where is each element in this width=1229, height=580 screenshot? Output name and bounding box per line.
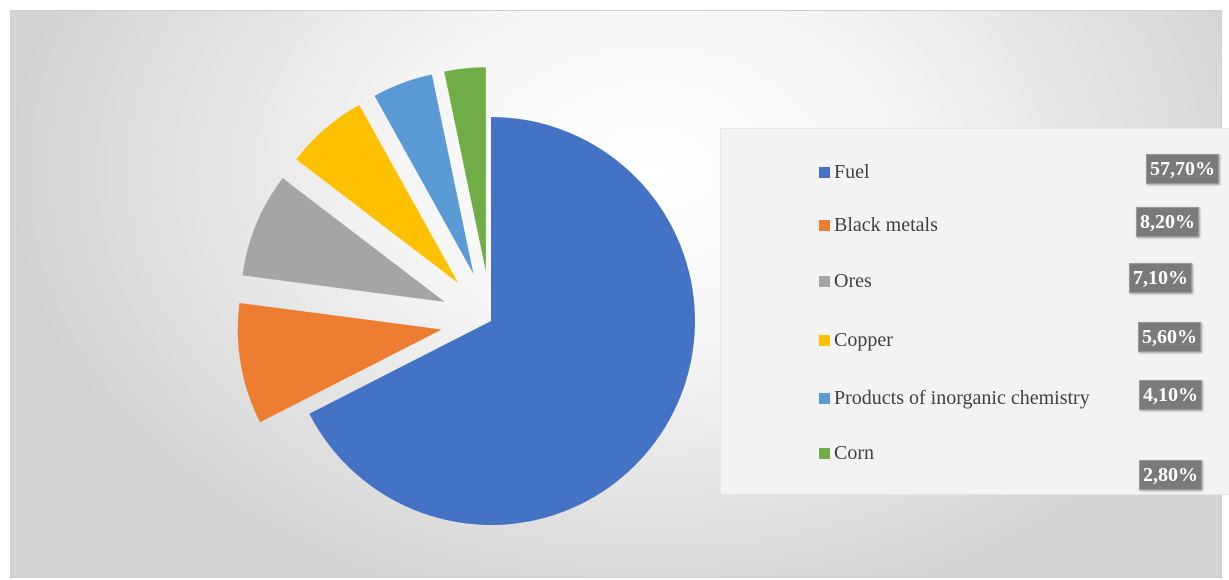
pie-slice-ores — [242, 178, 445, 302]
legend-item-corn: Corn 2,80% — [721, 442, 1229, 500]
legend-label-black-metals: Black metals — [834, 214, 938, 236]
value-label-corn: 2,80% — [1139, 460, 1202, 490]
legend: Fuel 57,70% Black metals 8,20% Ores 7,10… — [720, 128, 1229, 495]
legend-swatch-fuel — [819, 167, 830, 178]
pie-slice-corn — [444, 67, 486, 272]
legend-item-ores: Ores 7,10% — [721, 263, 1229, 303]
legend-swatch-products-of-inorganic-chemistry — [819, 393, 830, 404]
chart-area: Fuel 57,70% Black metals 8,20% Ores 7,10… — [10, 10, 1229, 578]
pie-slice-fuel — [309, 117, 695, 525]
legend-item-fuel: Fuel 57,70% — [721, 154, 1229, 194]
legend-label-ores: Ores — [834, 270, 872, 292]
legend-label-copper: Copper — [834, 329, 893, 351]
legend-item-copper: Copper 5,60% — [721, 322, 1229, 362]
value-label-products-of-inorganic-chemistry: 4,10% — [1139, 380, 1202, 410]
pie-slice-copper — [296, 104, 459, 284]
legend-swatch-black-metals — [819, 220, 830, 231]
pie-chart — [237, 67, 695, 525]
pie-slice-products-of-inorganic-chemistry — [374, 74, 474, 275]
legend-label-corn: Corn — [834, 442, 874, 464]
legend-swatch-copper — [819, 335, 830, 346]
legend-label-products-of-inorganic-chemistry: Products of inorganic chemistry — [834, 387, 1090, 409]
value-label-black-metals: 8,20% — [1136, 207, 1199, 237]
pie-slice-black-metals — [237, 302, 442, 423]
value-label-fuel: 57,70% — [1146, 154, 1219, 184]
value-label-ores: 7,10% — [1129, 263, 1192, 293]
legend-item-products-of-inorganic-chemistry: Products of inorganic chemistry 4,10% — [721, 380, 1229, 420]
value-label-copper: 5,60% — [1138, 322, 1201, 352]
legend-item-black-metals: Black metals 8,20% — [721, 207, 1229, 247]
legend-label-fuel: Fuel — [834, 161, 870, 183]
legend-swatch-corn — [819, 448, 830, 459]
legend-swatch-ores — [819, 276, 830, 287]
